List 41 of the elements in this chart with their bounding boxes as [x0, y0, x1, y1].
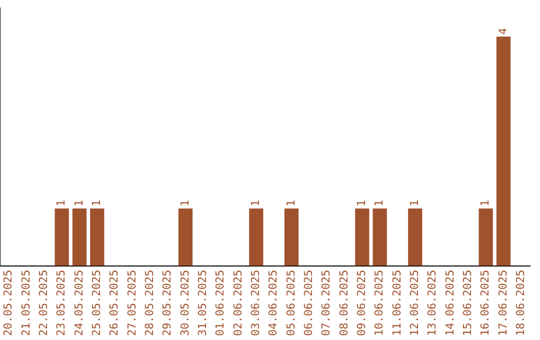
x-tick-label: 25.05.2025	[90, 270, 104, 336]
x-tick-label: 15.06.2025	[461, 270, 474, 336]
x-tick-label: 16.06.2025	[478, 270, 492, 336]
data-label: 1	[54, 200, 68, 206]
x-tick-label: 21.05.2025	[19, 270, 32, 336]
x-tick-label: 02.06.2025	[231, 270, 244, 336]
x-tick-label: 04.06.2025	[266, 270, 280, 336]
data-label: 1	[249, 200, 262, 206]
x-tick-label: 05.06.2025	[284, 270, 298, 336]
x-tick-label: 11.06.2025	[390, 270, 404, 336]
data-label: 1	[178, 200, 192, 206]
x-tick-label: 28.05.2025	[143, 270, 156, 336]
x-tick-label: 30.05.2025	[178, 270, 192, 336]
data-label: 1	[408, 200, 422, 206]
x-tick-label: 03.06.2025	[249, 270, 262, 336]
x-tick-label: 27.05.2025	[125, 270, 138, 336]
x-tick-label: 22.05.2025	[37, 270, 50, 336]
data-label: 1	[355, 200, 368, 206]
x-tick-label: 31.05.2025	[196, 270, 210, 336]
data-label: 4	[496, 28, 510, 35]
data-label: 1	[284, 200, 298, 206]
x-tick-label: 12.06.2025	[408, 270, 422, 336]
data-label: 1	[72, 200, 86, 206]
x-tick-label: 20.05.2025	[2, 270, 15, 336]
data-label: 1	[478, 200, 492, 206]
x-tick-label: 10.06.2025	[372, 270, 386, 336]
x-tick-label: 07.06.2025	[320, 270, 333, 336]
x-tick-label: 26.05.2025	[108, 270, 121, 336]
x-tick-label: 17.06.2025	[496, 270, 510, 336]
x-tick-label: 24.05.2025	[72, 270, 86, 336]
x-tick-label: 06.06.2025	[302, 270, 316, 336]
data-label: 1	[90, 200, 104, 206]
x-tick-label: 18.06.2025	[514, 270, 528, 336]
x-tick-label: 29.05.2025	[160, 270, 174, 336]
x-tick-label: 23.05.2025	[54, 270, 68, 336]
x-tick-label: 08.06.2025	[337, 270, 350, 336]
data-label: 1	[372, 200, 386, 206]
x-tick-label: 09.06.2025	[355, 270, 368, 336]
x-tick-label: 14.06.2025	[443, 270, 456, 336]
x-tick-label: 13.06.2025	[426, 270, 439, 336]
x-tick-label: 01.06.2025	[214, 270, 227, 336]
